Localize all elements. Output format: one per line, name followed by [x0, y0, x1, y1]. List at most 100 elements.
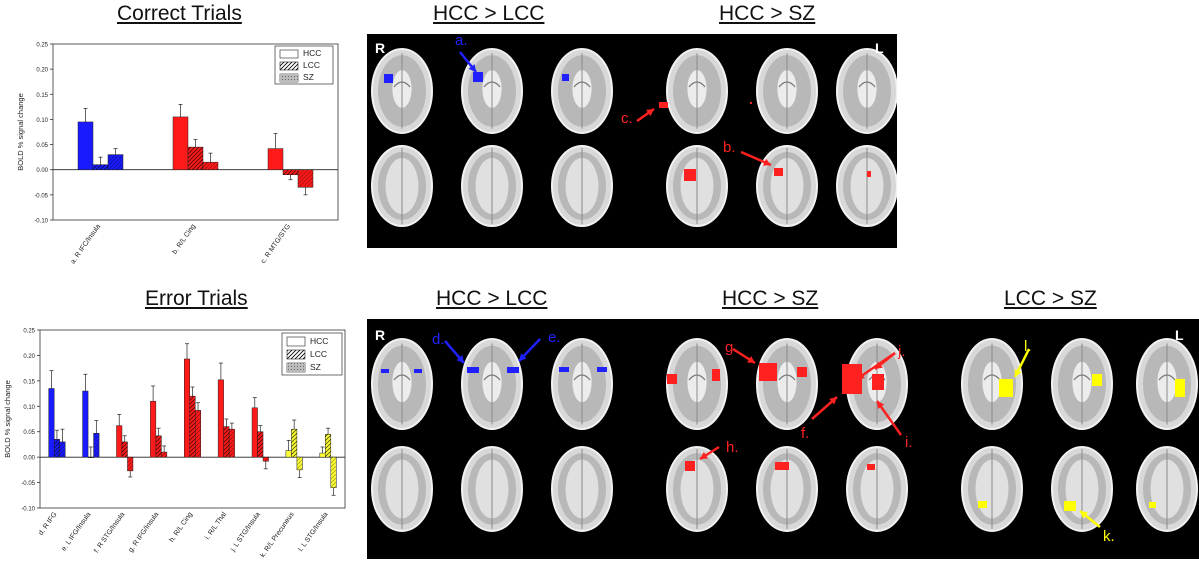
brain-slice — [666, 338, 728, 430]
brain-slice — [1136, 446, 1198, 532]
annotation-arrowhead — [1080, 511, 1088, 519]
brain-slice — [1136, 338, 1198, 430]
plot-frame — [52, 43, 339, 221]
annotation-f: f. — [801, 425, 810, 442]
y-tick-label: -0.05 — [34, 193, 48, 199]
bar-hatch — [108, 154, 123, 170]
bar-hatch — [283, 169, 298, 175]
activation-cluster — [978, 501, 987, 508]
annotation-k: k. — [1103, 528, 1115, 545]
y-tick-label: 0.10 — [23, 405, 35, 411]
annotation-arrowhead — [747, 355, 755, 363]
bar-hatch — [59, 441, 66, 458]
bar-hatch — [296, 457, 303, 470]
activation-cluster — [774, 168, 783, 176]
annotation-b: b. — [723, 139, 736, 156]
bar-hatch — [161, 452, 167, 458]
bar-hatch — [203, 162, 218, 170]
y-tick-label: -0.05 — [21, 481, 35, 487]
brain-slice — [846, 446, 908, 532]
activation-cluster — [1092, 374, 1102, 386]
activation-cluster — [667, 374, 677, 384]
activation-cluster — [999, 379, 1013, 397]
brain-ventricle — [483, 81, 501, 88]
legend-swatch-hatch — [287, 350, 305, 359]
row2-contrast-hcc-lcc: HCC > LCC — [436, 287, 548, 310]
y-tick-label: 0.15 — [36, 93, 48, 99]
y-tick-label: 0.10 — [36, 118, 48, 124]
y-tick-label: 0.20 — [36, 68, 48, 74]
annotation-i: i. — [905, 434, 913, 451]
category-label: b. R/L Cing — [171, 223, 197, 256]
category-label: d. R IFG — [38, 511, 59, 537]
bar-hatch — [263, 457, 269, 462]
annotation-arrowhead — [456, 355, 464, 363]
annotation-arrow — [856, 351, 896, 381]
bar-hatch — [257, 431, 264, 458]
brain-slice — [551, 48, 613, 134]
brain-ventricle — [573, 374, 591, 381]
bar-hatch — [223, 426, 230, 458]
activation-cluster — [867, 171, 871, 177]
bar-hatch — [93, 164, 108, 170]
bar-hatch — [188, 147, 203, 170]
bar — [48, 388, 55, 458]
legend-label: HCC — [310, 336, 328, 346]
brain-slice — [666, 446, 728, 532]
brain-slice — [371, 145, 433, 227]
category-label: f. R STG/Insula — [93, 511, 126, 554]
plot-frame — [39, 329, 346, 509]
activation-cluster — [659, 102, 668, 108]
brain-slice — [836, 48, 898, 134]
annotation-arrowhead — [646, 109, 654, 117]
category-label: g. R IFG/Insula — [128, 511, 161, 554]
y-tick-label: 0.25 — [23, 329, 35, 335]
bar-hatch — [88, 457, 94, 458]
brain-ventricle — [858, 81, 876, 88]
bar — [150, 400, 157, 458]
brain-ventricle — [983, 374, 1001, 381]
category-label: e. L IFG/Insula — [61, 511, 93, 552]
row1-contrast-hcc-sz: HCC > SZ — [719, 2, 816, 25]
bar-hatch — [330, 457, 337, 488]
activation-cluster — [712, 369, 720, 381]
bar-hatch — [195, 410, 201, 458]
bar-hatch — [127, 457, 133, 471]
legend-swatch-dots — [287, 363, 305, 372]
brain-slice — [961, 338, 1023, 430]
brain-slices-error — [371, 338, 1198, 532]
orientation-left-label: L — [875, 40, 884, 56]
brain-slice — [666, 145, 728, 227]
brain-ventricle — [1073, 374, 1091, 381]
annotation-h: h. — [726, 439, 739, 456]
brain-slice — [551, 338, 613, 430]
y-axis-label: BOLD % signal change — [16, 93, 25, 171]
activation-cluster — [750, 102, 752, 104]
category-label: l. L STG/Insula — [298, 511, 330, 553]
legend-swatch — [286, 336, 306, 347]
annotation-d: d. — [432, 331, 445, 348]
annotation-arrowhead — [700, 452, 708, 459]
annotation-arrowhead — [877, 401, 885, 409]
bar — [251, 407, 258, 458]
legend-label: SZ — [303, 72, 314, 82]
brain-panel-error: R L — [367, 319, 1199, 559]
brain-slice — [461, 446, 523, 532]
brain-slice — [371, 446, 433, 532]
bar-hatch — [325, 434, 331, 458]
annotation-l: l. — [1024, 338, 1032, 355]
row2-contrast-lcc-sz: LCC > SZ — [1004, 287, 1097, 310]
activation-cluster — [759, 363, 777, 381]
activation-cluster — [507, 367, 519, 373]
activation-cluster — [685, 461, 695, 471]
annotation-c: c. — [621, 110, 633, 127]
annotation-arrowhead — [1014, 369, 1022, 377]
brain-ventricle — [688, 81, 706, 88]
category-label: h. R/L Cing — [168, 511, 194, 544]
bar — [116, 425, 123, 458]
bar — [172, 116, 189, 170]
bar-hatch — [229, 429, 235, 458]
annotation-arrowhead — [519, 353, 527, 361]
activation-cluster — [467, 367, 479, 373]
brain-slice — [1051, 338, 1113, 430]
